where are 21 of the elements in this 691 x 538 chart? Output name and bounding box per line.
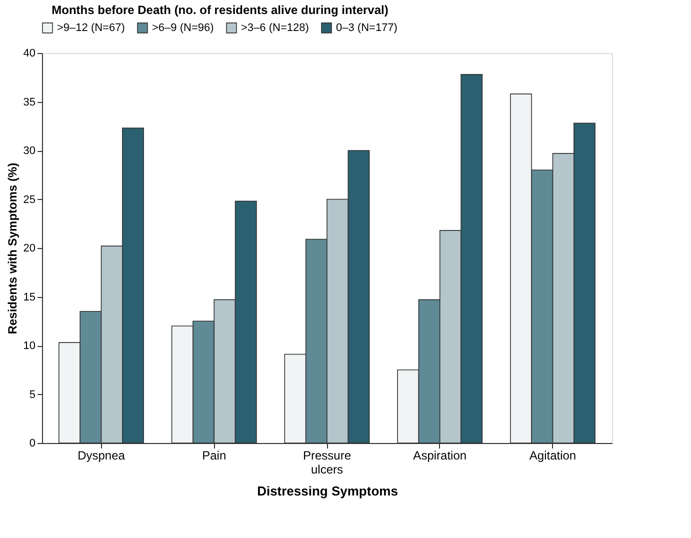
legend-title: Months before Death (no. of residents alive during interval) — [52, 3, 388, 17]
legend-label: >6–9 (N=96) — [152, 22, 214, 34]
y-tick-label: 35 — [23, 96, 36, 108]
y-tick-label: 5 — [29, 388, 36, 401]
legend-label: >3–6 (N=128) — [241, 22, 309, 34]
y-tick-label: 20 — [23, 242, 36, 254]
y-axis-title: Residents with Symptoms (%) — [5, 162, 20, 334]
legend-label: 0–3 (N=177) — [336, 22, 398, 34]
y-tick-label: 25 — [23, 194, 36, 206]
x-tick-label: Pain — [202, 448, 226, 462]
x-tick-label: Agitation — [529, 448, 576, 462]
y-tick-label: 10 — [23, 340, 36, 352]
y-tick-label: 30 — [23, 145, 36, 157]
legend-label: >9–12 (N=67) — [57, 22, 125, 34]
x-axis-title: Distressing Symptoms — [257, 484, 398, 498]
y-tick-label: 15 — [23, 291, 36, 304]
x-tick-label: Dyspnea — [78, 448, 126, 462]
x-tick-label: Pressure ulcers — [302, 448, 352, 476]
x-tick-label: Aspiration — [413, 448, 467, 462]
y-tick-label: 0 — [29, 438, 36, 450]
y-tick-label: 40 — [23, 48, 36, 60]
